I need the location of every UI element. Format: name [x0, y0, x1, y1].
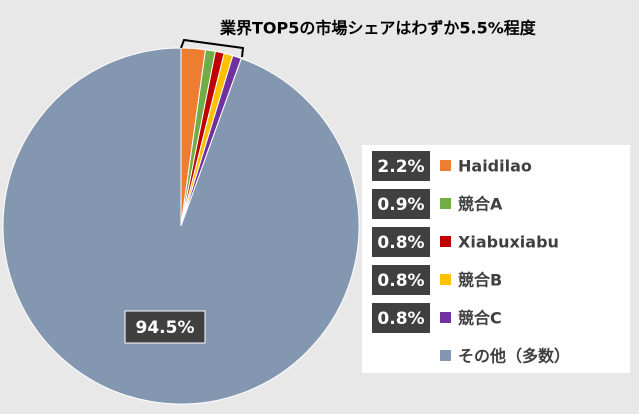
- legend-label: その他（多数）: [458, 347, 570, 366]
- value-label-box: [372, 151, 430, 181]
- legend-label: 競合B: [458, 271, 502, 290]
- pie: 94.5%: [2, 47, 360, 405]
- value-label: 0.8%: [377, 233, 424, 253]
- value-label: 0.8%: [377, 271, 424, 291]
- legend-box: [362, 145, 630, 373]
- value-label-box: [372, 189, 430, 219]
- legend-swatch: [440, 274, 451, 285]
- bracket: [180, 38, 245, 58]
- legend-label: Xiabuxiabu: [458, 233, 559, 252]
- legend-swatch: [440, 198, 451, 209]
- value-label-box: [124, 310, 206, 344]
- legend-swatch: [440, 350, 451, 361]
- value-label: 2.2%: [377, 157, 424, 177]
- value-label-box: [372, 227, 430, 257]
- legend-label: Haidilao: [458, 157, 532, 176]
- value-label-box: [372, 265, 430, 295]
- value-label: 94.5%: [136, 318, 195, 338]
- legend-label: 競合A: [458, 195, 503, 214]
- value-label: 0.8%: [377, 309, 424, 329]
- legend-label: 競合C: [458, 309, 502, 328]
- value-label-box: [372, 303, 430, 333]
- value-label: 0.9%: [377, 195, 424, 215]
- legend: 2.2% Haidilao 0.9% 競合A 0.8% Xiabuxiabu 0.8% 競合B…: [372, 151, 570, 366]
- annotation: 業界TOP5の市場シェアはわずか5.5%程度: [219, 19, 537, 38]
- legend-swatch: [440, 236, 451, 247]
- pie-slice: [2, 47, 360, 405]
- legend-swatch: [440, 312, 451, 323]
- legend-swatch: [440, 160, 451, 171]
